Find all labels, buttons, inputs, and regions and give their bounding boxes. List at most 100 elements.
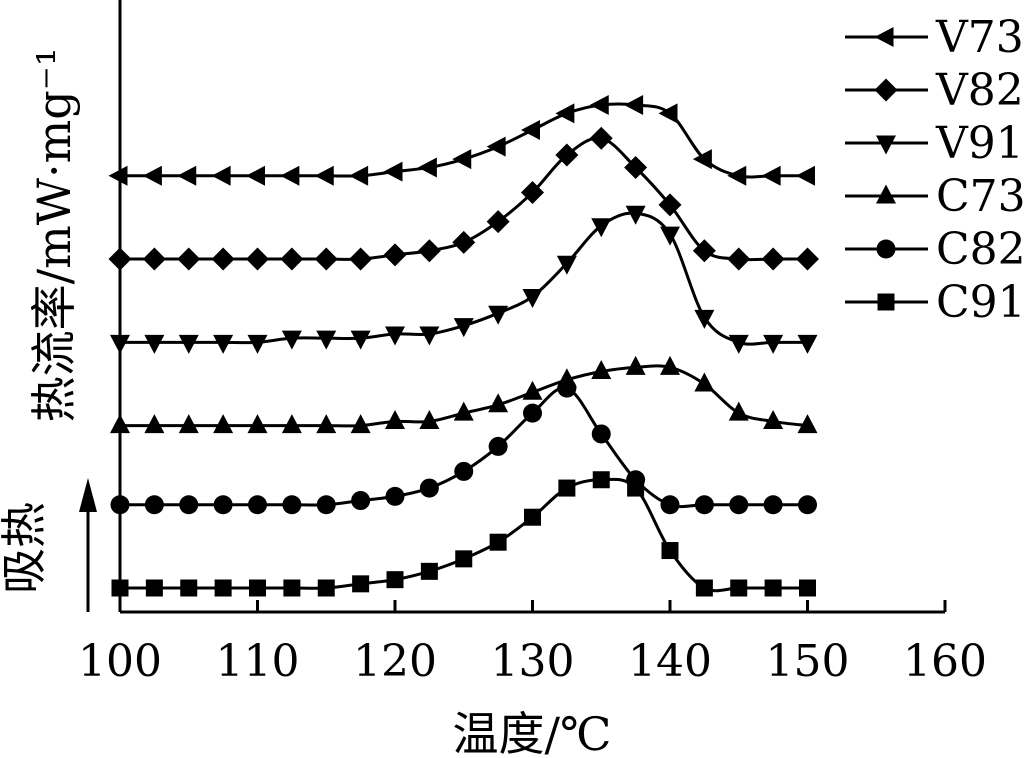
data-point-c91: [420, 562, 438, 580]
data-point-v91: [385, 326, 405, 346]
data-point-c73: [591, 359, 612, 379]
data-point-c82: [351, 491, 371, 511]
data-point-c82: [385, 486, 405, 506]
data-point-v82: [761, 247, 785, 271]
legend-label: V91: [935, 118, 1024, 169]
data-point-c91: [145, 579, 163, 597]
data-point-v91: [213, 334, 234, 354]
data-point-v73: [624, 95, 644, 115]
data-point-v91: [556, 255, 577, 275]
data-point-c91: [111, 579, 129, 597]
data-point-v73: [521, 119, 540, 140]
legend-marker-c82: [876, 239, 896, 259]
x-tick-label: 100: [78, 636, 162, 687]
data-point-c73: [178, 414, 199, 434]
data-point-v82: [658, 193, 682, 217]
data-point-v82: [108, 247, 132, 271]
data-point-v82: [280, 247, 304, 271]
data-point-v91: [144, 334, 165, 354]
data-point-v91: [591, 218, 612, 238]
data-point-c82: [798, 495, 817, 515]
data-point-c91: [627, 479, 645, 497]
data-point-v73: [727, 165, 747, 186]
legend-label: C73: [936, 171, 1024, 222]
x-tick-labels: 100 110 120 130 140 150 160: [78, 636, 987, 687]
data-point-c73: [213, 414, 234, 434]
data-point-c73: [728, 401, 749, 421]
data-point-c82: [454, 461, 474, 481]
legend-item-c91: C91: [845, 277, 1024, 328]
data-point-c73: [763, 409, 784, 429]
data-point-v73: [211, 165, 231, 186]
data-point-c82: [213, 495, 233, 515]
data-point-v82: [624, 155, 648, 179]
data-point-v82: [177, 247, 201, 271]
legend-label: V73: [935, 12, 1024, 63]
data-point-v73: [349, 165, 369, 186]
data-point-v91: [178, 334, 199, 354]
series-c91: [111, 471, 816, 597]
data-point-v82: [246, 247, 269, 271]
data-point-v82: [796, 247, 819, 271]
data-point-v82: [314, 247, 338, 271]
data-point-v91: [316, 330, 337, 350]
data-point-v82: [555, 143, 579, 167]
data-point-c73: [419, 409, 440, 429]
data-point-v82: [349, 247, 373, 271]
data-point-c91: [558, 479, 576, 497]
data-point-c91: [214, 579, 232, 597]
legend-label: C82: [936, 224, 1024, 275]
data-point-v91: [694, 309, 715, 329]
x-tick-label: 120: [353, 636, 437, 687]
series-c73: [110, 355, 818, 434]
data-point-c82: [557, 378, 577, 398]
data-point-v91: [660, 226, 680, 246]
legend-marker-c73: [876, 184, 896, 204]
data-point-c73: [110, 414, 130, 434]
data-point-c73: [625, 355, 646, 375]
data-point-v73: [555, 103, 575, 124]
data-point-c82: [419, 478, 439, 498]
legend-marker-c91: [877, 293, 895, 311]
data-point-v73: [761, 165, 781, 186]
data-point-v91: [797, 334, 818, 354]
data-point-v91: [350, 330, 371, 350]
data-point-c73: [488, 393, 509, 413]
data-point-c91: [352, 575, 370, 593]
data-point-c82: [591, 424, 611, 444]
data-point-c91: [455, 550, 473, 568]
data-point-v73: [280, 165, 300, 186]
data-point-c82: [763, 495, 783, 515]
legend-marker-v82: [874, 78, 898, 102]
data-point-c73: [350, 414, 371, 434]
data-point-v82: [486, 210, 510, 234]
data-point-v82: [383, 243, 407, 267]
data-point-c73: [144, 414, 165, 434]
endotherm-label: 吸热: [0, 502, 51, 594]
data-point-v73: [692, 149, 712, 170]
data-point-c82: [110, 495, 130, 515]
legend-marker-v91: [876, 135, 896, 155]
data-point-v73: [417, 157, 437, 178]
data-point-v73: [246, 165, 265, 186]
y-axis-title: 热流率/mW·mg⁻¹: [27, 48, 81, 423]
legend-label: C91: [936, 277, 1024, 328]
data-point-c82: [694, 495, 714, 515]
data-point-c91: [592, 471, 610, 489]
data-point-v91: [522, 289, 543, 309]
data-point-v73: [177, 165, 197, 186]
legend-marker-v73: [874, 27, 894, 47]
x-axis-title: 温度/℃: [453, 707, 612, 758]
data-point-c73: [694, 372, 715, 392]
data-point-c91: [524, 508, 541, 526]
data-point-v82: [211, 247, 235, 271]
data-point-c82: [523, 403, 542, 423]
data-point-v82: [452, 230, 476, 254]
data-point-v91: [247, 334, 268, 354]
data-point-v73: [142, 165, 162, 186]
x-tick-label: 110: [216, 636, 300, 687]
data-point-c91: [695, 579, 713, 597]
x-tick-label: 140: [628, 636, 712, 687]
data-point-v91: [453, 318, 474, 338]
data-point-v91: [625, 205, 646, 225]
